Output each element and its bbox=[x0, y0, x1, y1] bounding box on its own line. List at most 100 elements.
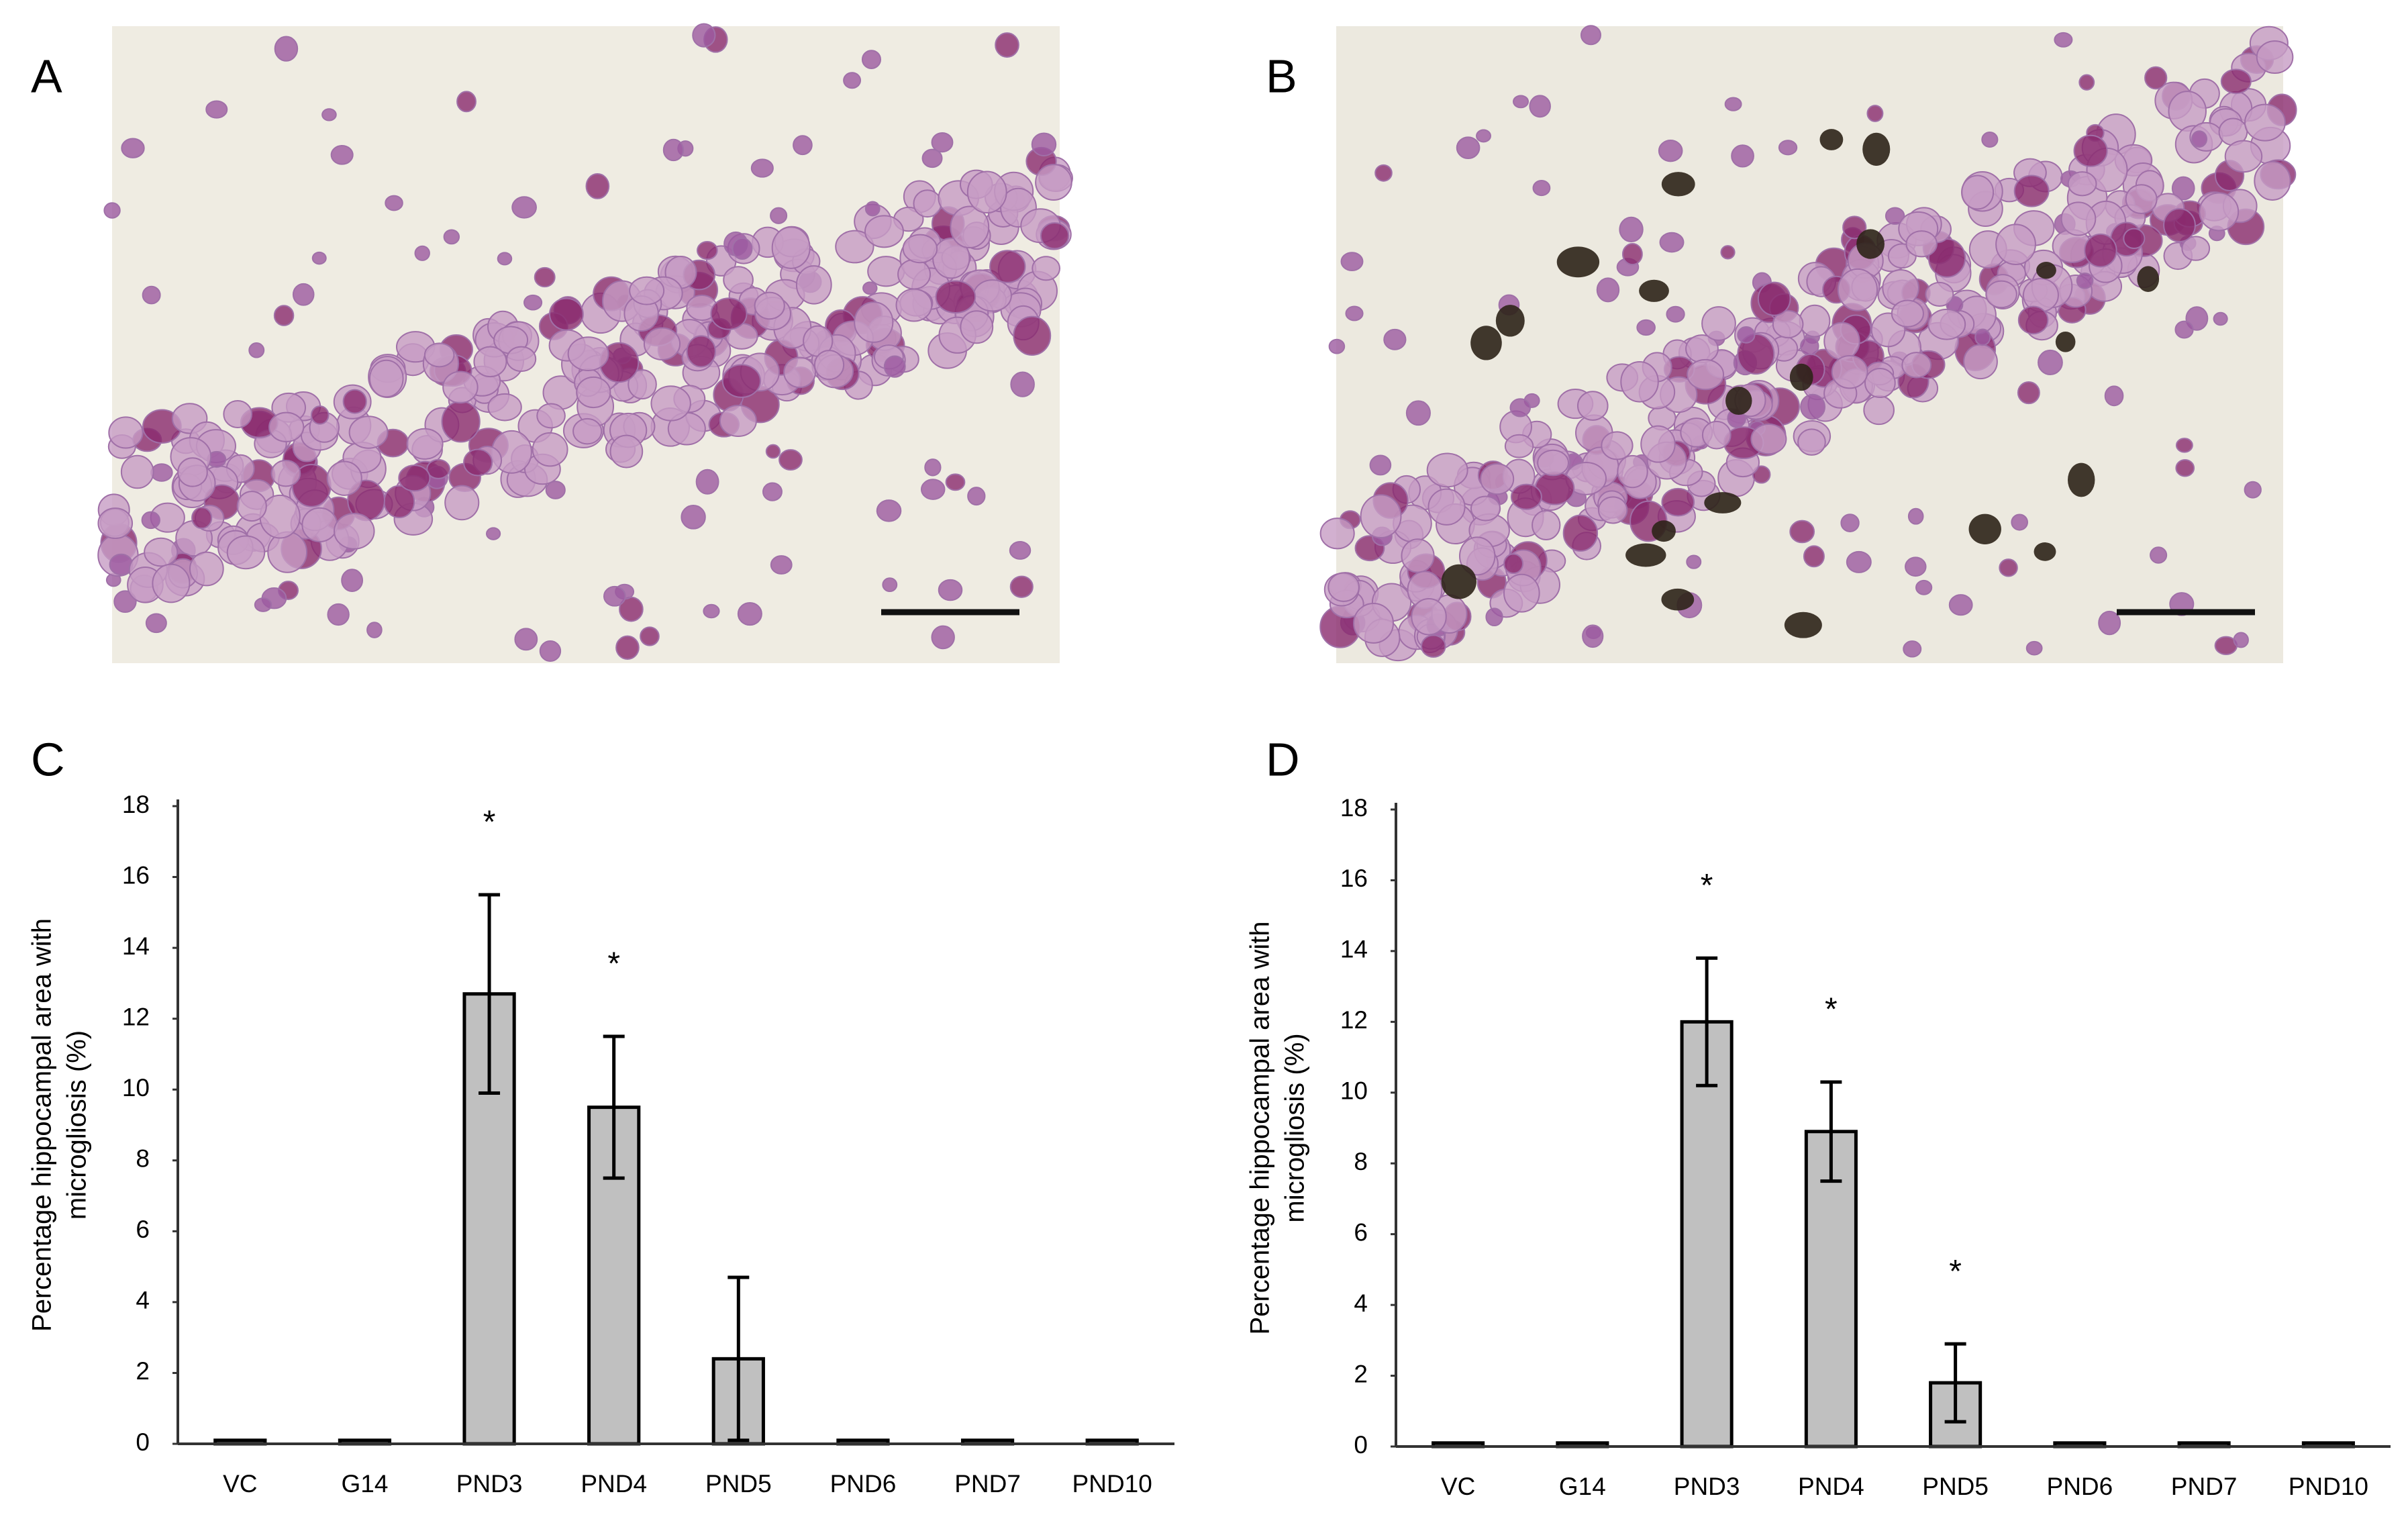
cell bbox=[292, 283, 315, 306]
cell bbox=[864, 215, 904, 248]
cell bbox=[1885, 207, 1905, 225]
cell bbox=[1601, 431, 1634, 460]
cell bbox=[920, 479, 946, 500]
cell bbox=[864, 201, 881, 217]
cell bbox=[1799, 304, 1831, 338]
cell bbox=[1903, 640, 1922, 658]
error-bar bbox=[728, 1275, 750, 1442]
cell bbox=[628, 369, 657, 400]
cell bbox=[1840, 513, 1860, 532]
cell bbox=[1510, 483, 1542, 510]
cell bbox=[1013, 315, 1052, 356]
cell bbox=[2038, 349, 2063, 376]
cell bbox=[205, 100, 228, 119]
cell bbox=[1405, 400, 1431, 426]
cell bbox=[737, 601, 762, 626]
cell bbox=[629, 276, 665, 305]
cell bbox=[1010, 371, 1035, 397]
cell bbox=[1803, 545, 1825, 568]
cell bbox=[426, 458, 451, 479]
x-tick-label: PND3 bbox=[1674, 1473, 1740, 1500]
dark-cell bbox=[1725, 387, 1752, 415]
cell bbox=[1963, 344, 1998, 380]
cell bbox=[2067, 171, 2097, 197]
dark-cell bbox=[1704, 492, 1742, 513]
cell bbox=[2054, 32, 2073, 48]
cell bbox=[2078, 74, 2095, 91]
cell bbox=[710, 297, 748, 330]
cell bbox=[1032, 256, 1060, 281]
cell bbox=[414, 245, 430, 261]
cell bbox=[1864, 367, 1896, 399]
cell bbox=[843, 72, 862, 89]
micrograph-a-cells bbox=[97, 23, 1073, 662]
cell bbox=[721, 364, 761, 398]
cell bbox=[254, 597, 272, 612]
cell bbox=[2244, 103, 2286, 142]
significance-label: * bbox=[1701, 868, 1713, 903]
cell bbox=[1863, 395, 1895, 426]
cell bbox=[1503, 573, 1540, 613]
cell bbox=[1915, 579, 1933, 595]
cell bbox=[2181, 236, 2211, 261]
cell bbox=[1658, 140, 1683, 162]
cell bbox=[1421, 634, 1446, 658]
significance-label: * bbox=[483, 805, 496, 840]
cell bbox=[989, 250, 1026, 283]
cell bbox=[1040, 222, 1070, 250]
cell bbox=[1846, 550, 1872, 573]
cell bbox=[1031, 132, 1057, 156]
cell bbox=[995, 32, 1019, 58]
cell bbox=[793, 135, 813, 156]
cell bbox=[972, 279, 1012, 312]
cell bbox=[765, 444, 781, 459]
cell bbox=[2175, 438, 2193, 453]
dark-cell bbox=[2067, 462, 2095, 497]
cell bbox=[770, 207, 788, 224]
cell bbox=[1562, 514, 1599, 552]
y-tick-label: 14 bbox=[1340, 936, 1368, 963]
cell bbox=[1503, 553, 1523, 575]
cell bbox=[1480, 462, 1515, 495]
cell bbox=[443, 229, 460, 245]
cell bbox=[1772, 309, 1804, 339]
y-tick-label: 18 bbox=[122, 791, 150, 818]
cell bbox=[108, 416, 144, 449]
cell bbox=[681, 504, 706, 530]
cell bbox=[938, 579, 963, 601]
x-tick-label: PND5 bbox=[705, 1470, 772, 1498]
cell bbox=[342, 389, 367, 414]
cell bbox=[750, 158, 774, 178]
cell bbox=[189, 551, 224, 587]
cell bbox=[326, 460, 362, 496]
cell bbox=[966, 170, 1007, 214]
cell bbox=[1948, 594, 1973, 616]
cell bbox=[2220, 68, 2252, 95]
cell bbox=[1509, 398, 1532, 418]
cell bbox=[1470, 495, 1501, 522]
error-bar bbox=[1696, 956, 1718, 1087]
cell bbox=[473, 346, 507, 378]
dark-cell bbox=[1661, 172, 1695, 197]
cell bbox=[640, 626, 660, 646]
dark-cell bbox=[1784, 611, 1822, 638]
cell bbox=[1882, 269, 1919, 307]
cell bbox=[226, 535, 266, 570]
dark-cell bbox=[1639, 279, 1669, 302]
cell bbox=[1789, 520, 1815, 544]
micrograph-b-cells bbox=[1319, 25, 2297, 662]
cell bbox=[902, 234, 938, 264]
cell bbox=[861, 50, 882, 70]
cell bbox=[268, 411, 305, 442]
y-axis-label: microgliosis (%) bbox=[1281, 1033, 1310, 1222]
cell bbox=[267, 531, 308, 573]
cell bbox=[545, 481, 566, 499]
cell bbox=[1353, 603, 1394, 644]
cell bbox=[534, 266, 556, 288]
cell bbox=[270, 459, 301, 487]
cell bbox=[1340, 252, 1364, 272]
y-tick-label: 6 bbox=[1354, 1218, 1368, 1246]
cell bbox=[2150, 546, 2168, 564]
cell bbox=[1529, 95, 1551, 118]
cell bbox=[1411, 598, 1447, 636]
